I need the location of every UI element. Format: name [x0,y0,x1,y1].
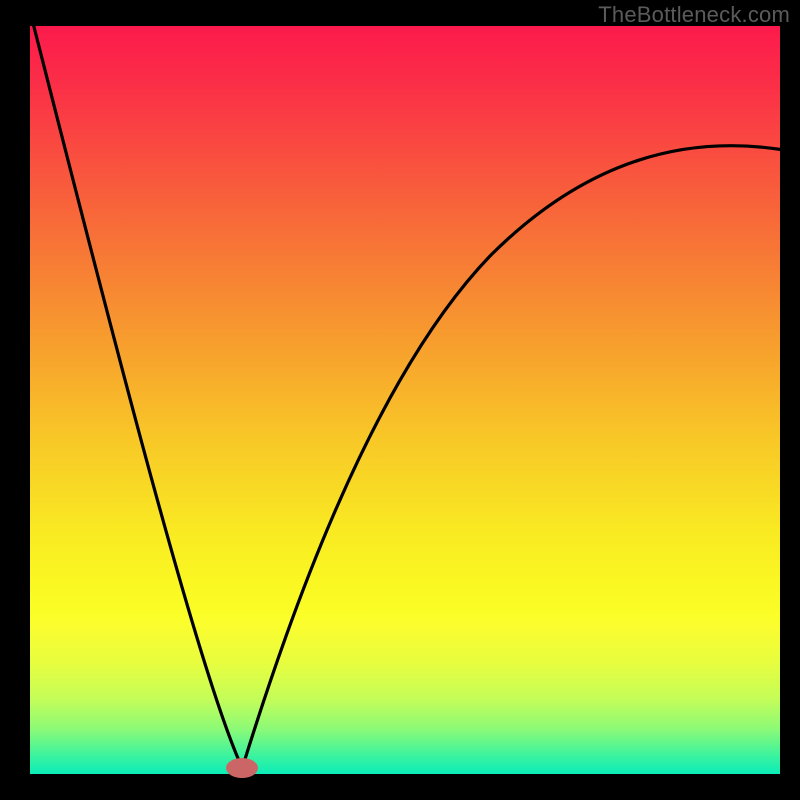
optimum-marker [226,758,258,778]
plot-area [30,26,780,774]
curve-left-branch [34,26,243,768]
watermark-text: TheBottleneck.com [598,2,790,28]
curve-right-branch [242,146,780,768]
bottleneck-curve [30,26,780,774]
chart-container: TheBottleneck.com [0,0,800,800]
